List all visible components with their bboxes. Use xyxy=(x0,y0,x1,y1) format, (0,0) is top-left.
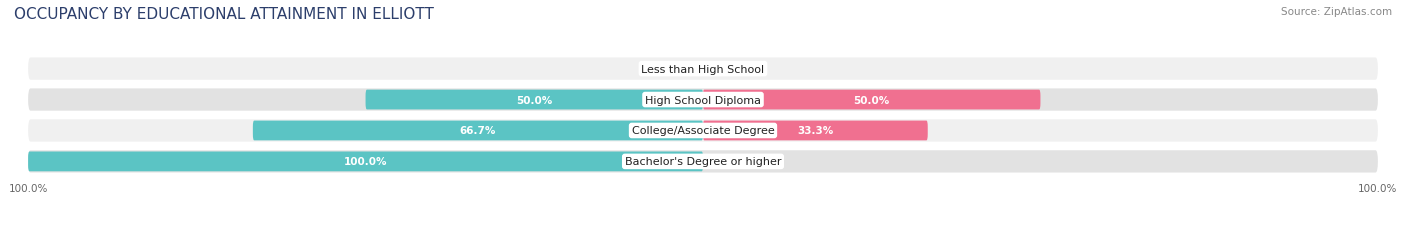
FancyBboxPatch shape xyxy=(28,152,703,172)
Text: 0.0%: 0.0% xyxy=(713,64,740,74)
FancyBboxPatch shape xyxy=(28,120,1378,142)
FancyBboxPatch shape xyxy=(28,151,1378,173)
Text: 50.0%: 50.0% xyxy=(853,95,890,105)
FancyBboxPatch shape xyxy=(703,90,1040,110)
Text: Less than High School: Less than High School xyxy=(641,64,765,74)
Text: 33.3%: 33.3% xyxy=(797,126,834,136)
Text: 100.0%: 100.0% xyxy=(344,157,387,167)
Text: Bachelor's Degree or higher: Bachelor's Degree or higher xyxy=(624,157,782,167)
Text: 50.0%: 50.0% xyxy=(516,95,553,105)
Text: 0.0%: 0.0% xyxy=(713,157,740,167)
FancyBboxPatch shape xyxy=(366,90,703,110)
Text: OCCUPANCY BY EDUCATIONAL ATTAINMENT IN ELLIOTT: OCCUPANCY BY EDUCATIONAL ATTAINMENT IN E… xyxy=(14,7,434,22)
FancyBboxPatch shape xyxy=(703,121,928,141)
FancyBboxPatch shape xyxy=(28,89,1378,111)
FancyBboxPatch shape xyxy=(28,58,1378,80)
Text: Source: ZipAtlas.com: Source: ZipAtlas.com xyxy=(1281,7,1392,17)
Text: 0.0%: 0.0% xyxy=(666,64,693,74)
FancyBboxPatch shape xyxy=(253,121,703,141)
Text: 66.7%: 66.7% xyxy=(460,126,496,136)
Text: College/Associate Degree: College/Associate Degree xyxy=(631,126,775,136)
Text: High School Diploma: High School Diploma xyxy=(645,95,761,105)
